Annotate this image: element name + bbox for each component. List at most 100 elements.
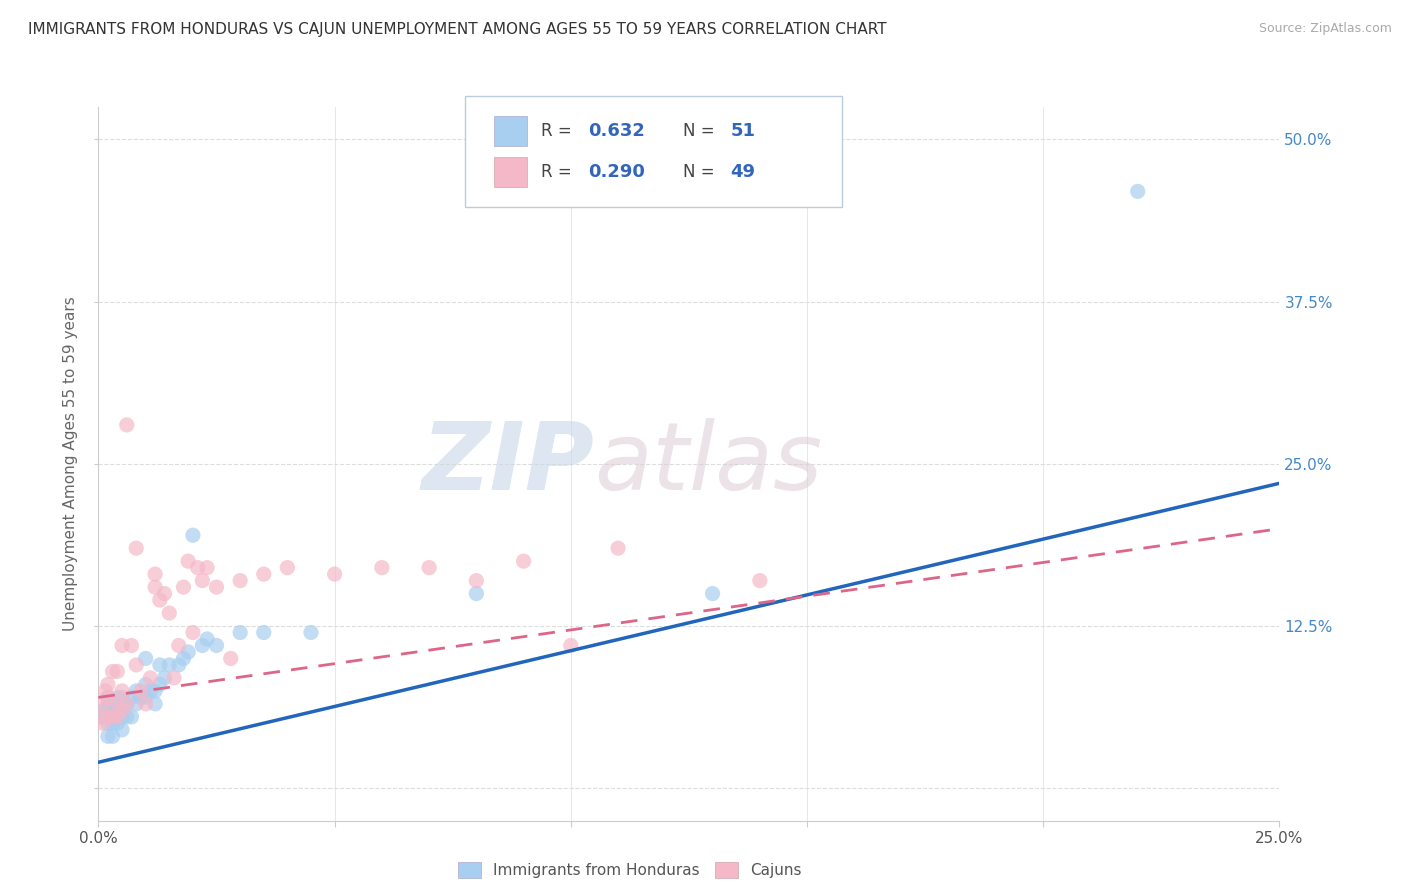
Point xyxy=(299,625,322,640)
Point xyxy=(195,560,218,574)
Point xyxy=(129,690,152,705)
Point xyxy=(143,567,166,582)
Point xyxy=(323,567,346,582)
Point xyxy=(121,690,143,705)
Point xyxy=(187,560,209,574)
Point xyxy=(371,560,394,574)
Point xyxy=(97,729,120,743)
Point xyxy=(195,632,218,646)
Point xyxy=(105,697,128,711)
Point xyxy=(607,541,630,556)
Point xyxy=(253,625,276,640)
Point xyxy=(101,716,124,731)
Point xyxy=(105,710,128,724)
Point xyxy=(157,657,180,672)
Point xyxy=(121,710,143,724)
Point xyxy=(111,723,134,737)
Point xyxy=(143,697,166,711)
Point xyxy=(105,690,128,705)
Point xyxy=(97,697,120,711)
Point xyxy=(157,606,180,620)
Text: IMMIGRANTS FROM HONDURAS VS CAJUN UNEMPLOYMENT AMONG AGES 55 TO 59 YEARS CORRELA: IMMIGRANTS FROM HONDURAS VS CAJUN UNEMPL… xyxy=(28,22,887,37)
Point xyxy=(105,710,128,724)
Text: Source: ZipAtlas.com: Source: ZipAtlas.com xyxy=(1258,22,1392,36)
Point xyxy=(512,554,534,568)
Point xyxy=(94,703,117,717)
Legend: Immigrants from Honduras, Cajuns: Immigrants from Honduras, Cajuns xyxy=(451,856,808,884)
Point xyxy=(105,716,128,731)
Text: 0.290: 0.290 xyxy=(589,163,645,181)
Point xyxy=(135,690,157,705)
Point xyxy=(105,703,128,717)
Point xyxy=(111,710,134,724)
Point xyxy=(149,657,172,672)
Point xyxy=(149,593,172,607)
Text: R =: R = xyxy=(541,163,578,181)
Point xyxy=(91,703,114,717)
Point xyxy=(181,528,204,542)
Point xyxy=(101,697,124,711)
Point xyxy=(135,651,157,665)
FancyBboxPatch shape xyxy=(494,157,527,187)
FancyBboxPatch shape xyxy=(494,116,527,146)
Point xyxy=(125,657,148,672)
Point xyxy=(94,684,117,698)
Point xyxy=(418,560,440,574)
Point xyxy=(229,625,252,640)
Point xyxy=(177,554,200,568)
Point xyxy=(97,710,120,724)
Point xyxy=(90,710,112,724)
Text: ZIP: ZIP xyxy=(422,417,595,510)
Point xyxy=(97,703,120,717)
Point xyxy=(111,703,134,717)
Text: N =: N = xyxy=(683,122,720,140)
Point xyxy=(139,671,162,685)
Point xyxy=(167,657,190,672)
Point xyxy=(91,710,114,724)
Text: 0.632: 0.632 xyxy=(589,122,645,140)
Point xyxy=(172,580,194,594)
Point xyxy=(167,639,190,653)
Point xyxy=(101,710,124,724)
Point xyxy=(111,639,134,653)
Point xyxy=(253,567,276,582)
Point xyxy=(177,645,200,659)
Point xyxy=(465,574,488,588)
Point xyxy=(276,560,298,574)
Y-axis label: Unemployment Among Ages 55 to 59 years: Unemployment Among Ages 55 to 59 years xyxy=(63,296,79,632)
Point xyxy=(115,417,138,432)
FancyBboxPatch shape xyxy=(464,96,842,207)
Point xyxy=(121,639,143,653)
Point xyxy=(163,671,186,685)
Point xyxy=(115,710,138,724)
Point xyxy=(91,697,114,711)
Point xyxy=(465,586,488,600)
Point xyxy=(101,710,124,724)
Point xyxy=(115,697,138,711)
Point xyxy=(97,677,120,691)
Text: N =: N = xyxy=(683,163,720,181)
Point xyxy=(191,639,214,653)
Text: atlas: atlas xyxy=(595,418,823,509)
Point xyxy=(748,574,770,588)
Point xyxy=(1126,185,1149,199)
Point xyxy=(111,690,134,705)
Point xyxy=(560,639,582,653)
Point xyxy=(97,690,120,705)
Text: R =: R = xyxy=(541,122,578,140)
Point xyxy=(111,684,134,698)
Point xyxy=(135,677,157,691)
Point xyxy=(129,684,152,698)
Point xyxy=(125,541,148,556)
Point xyxy=(111,703,134,717)
Point xyxy=(702,586,724,600)
Point xyxy=(101,665,124,679)
Point xyxy=(125,697,148,711)
Point xyxy=(97,690,120,705)
Point xyxy=(143,684,166,698)
Point xyxy=(143,580,166,594)
Text: 49: 49 xyxy=(730,163,755,181)
Point xyxy=(90,710,112,724)
Point xyxy=(153,586,176,600)
Point xyxy=(191,574,214,588)
